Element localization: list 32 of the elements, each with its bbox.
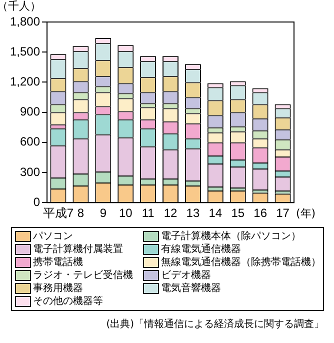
y-tick-label: 0 bbox=[33, 194, 40, 209]
legend-label: 電子計算機本体（除パソコン） bbox=[161, 230, 301, 243]
legend-label: ラジオ・テレビ受信機 bbox=[33, 269, 133, 282]
x-tick-label: 11 bbox=[142, 206, 155, 220]
x-axis-title: (年) bbox=[296, 206, 316, 220]
x-tick-label: 16 bbox=[254, 206, 268, 220]
y-axis-title: （千人） bbox=[0, 0, 42, 12]
legend-label: パソコン bbox=[33, 230, 73, 243]
y-tick-label: 600 bbox=[20, 134, 40, 149]
legend-label: 事務用機器 bbox=[33, 282, 83, 295]
x-tick-label: 9 bbox=[100, 206, 107, 220]
legend-label: ビデオ機器 bbox=[161, 269, 211, 282]
x-tick-label: 10 bbox=[118, 206, 133, 220]
x-tick-label: 13 bbox=[186, 206, 200, 220]
x-tick-label: 8 bbox=[77, 206, 84, 220]
x-tick-label: 12 bbox=[164, 206, 178, 220]
x-tick-label: 17 bbox=[276, 206, 290, 220]
y-tick-label: 1,200 bbox=[10, 74, 40, 89]
legend-label: 電気音響機器 bbox=[161, 282, 221, 295]
y-tick-label: 900 bbox=[20, 104, 40, 119]
y-tick-label: 1,800 bbox=[10, 14, 40, 28]
x-tick-label: 14 bbox=[208, 206, 222, 220]
y-tick-label: 300 bbox=[20, 164, 40, 179]
x-tick-label: 平成7 bbox=[42, 206, 74, 220]
x-tick-label: 15 bbox=[231, 206, 245, 220]
y-tick-label: 1,500 bbox=[10, 44, 40, 58]
text: (出典)「情報通信による経済成長に関する調査」 bbox=[105, 318, 324, 331]
legend-label: 携帯電話機 bbox=[33, 256, 83, 269]
legend-label: 無線電気通信機器（除携帯電話機） bbox=[161, 256, 321, 269]
legend-label: その他の機器等 bbox=[33, 295, 103, 308]
legend-label: 有線電気通信機器 bbox=[161, 243, 241, 256]
legend-label: 電子計算機付属装置 bbox=[33, 243, 123, 256]
